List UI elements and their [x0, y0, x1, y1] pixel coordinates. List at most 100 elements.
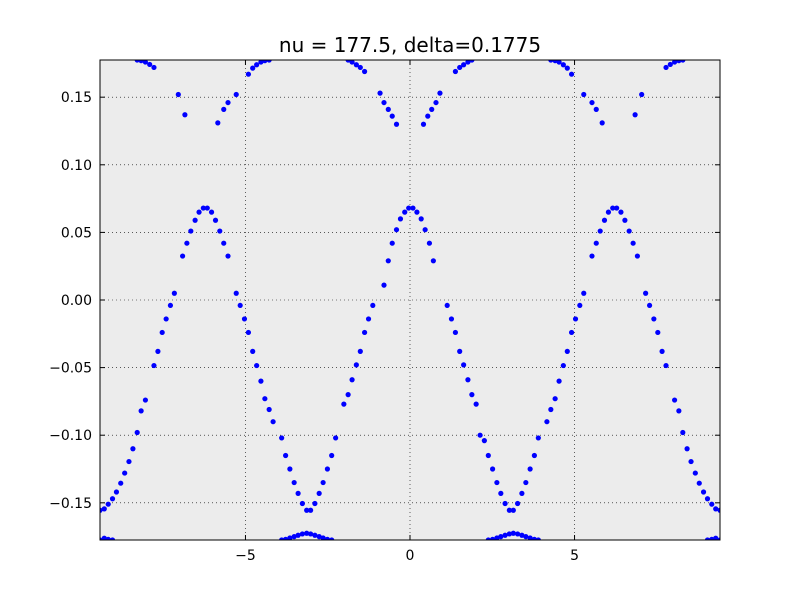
data-point: [506, 531, 512, 537]
data-point: [212, 217, 219, 223]
data-point: [498, 534, 504, 540]
data-point: [105, 536, 111, 540]
data-point: [353, 362, 359, 368]
data-point: [105, 501, 111, 507]
data-point: [385, 258, 391, 264]
data-point: [217, 228, 223, 234]
data-point: [646, 302, 653, 309]
data-point: [560, 362, 566, 369]
data-point: [225, 253, 231, 259]
data-point: [655, 329, 661, 336]
data-point: [299, 531, 305, 537]
data-point: [477, 432, 483, 438]
data-point: [535, 435, 541, 441]
data-point: [671, 60, 678, 65]
data-point: [599, 120, 605, 126]
data-point: [308, 507, 314, 513]
data-point: [502, 532, 508, 538]
data-point: [481, 438, 487, 444]
data-point: [457, 64, 463, 71]
data-point: [422, 227, 428, 233]
data-point: [717, 507, 720, 513]
data-point: [155, 348, 161, 354]
data-point: [684, 446, 690, 452]
data-point: [452, 329, 459, 336]
data-point: [527, 466, 533, 472]
data-point: [184, 240, 190, 246]
data-point: [142, 397, 149, 403]
data-point: [515, 531, 521, 537]
data-point: [361, 68, 368, 75]
y-tick-label: 0.15: [61, 90, 92, 106]
data-point: [437, 90, 443, 96]
data-point: [299, 500, 305, 507]
data-point: [498, 490, 504, 496]
data-point: [316, 534, 322, 540]
data-point: [552, 396, 558, 402]
data-point: [109, 537, 116, 540]
data-point: [250, 348, 256, 354]
data-point: [287, 466, 293, 472]
data-point: [502, 500, 508, 507]
data-point: [147, 61, 153, 68]
data-point: [237, 302, 243, 309]
data-point: [175, 91, 181, 98]
data-point: [118, 480, 124, 486]
data-point: [639, 91, 645, 98]
data-point: [420, 121, 427, 127]
data-point: [134, 429, 140, 436]
data-point: [258, 60, 264, 65]
data-point: [245, 71, 252, 77]
data-point: [527, 535, 533, 540]
data-point: [357, 348, 363, 354]
data-point: [295, 490, 301, 496]
data-points: [100, 60, 720, 540]
data-point: [279, 435, 285, 441]
y-tick-label: −0.05: [49, 361, 92, 377]
data-point: [200, 205, 206, 211]
data-point: [192, 217, 198, 223]
data-point: [577, 302, 583, 309]
data-point: [713, 506, 719, 512]
data-point: [204, 205, 210, 211]
data-point: [151, 64, 157, 71]
data-point: [572, 316, 579, 322]
data-point: [345, 392, 351, 398]
data-point: [490, 466, 496, 472]
data-point: [188, 228, 194, 234]
data-point: [320, 535, 326, 540]
y-axis: −0.15 −0.10 −0.05 0.00 0.05 0.10 0.15: [49, 90, 720, 512]
data-point: [709, 536, 715, 540]
y-tick-label: −0.10: [49, 428, 92, 444]
data-point: [465, 60, 471, 65]
x-tick-label: 5: [570, 548, 579, 564]
data-point: [552, 60, 558, 64]
data-point: [426, 240, 433, 246]
data-point: [630, 240, 636, 246]
data-point: [680, 429, 686, 436]
data-point: [215, 120, 221, 126]
data-point: [142, 60, 149, 65]
data-point: [425, 113, 431, 119]
data-point: [429, 106, 435, 112]
data-point: [113, 489, 120, 495]
data-point: [341, 401, 347, 407]
data-point: [316, 490, 322, 496]
data-point: [365, 316, 372, 322]
data-point: [506, 507, 512, 513]
data-point: [233, 290, 239, 296]
data-point: [233, 91, 239, 98]
data-point: [659, 348, 665, 354]
data-point: [676, 60, 682, 64]
data-point: [589, 99, 595, 106]
data-point: [283, 452, 289, 459]
data-point: [465, 377, 471, 383]
data-point: [418, 216, 424, 222]
data-point: [589, 253, 595, 259]
data-point: [406, 205, 412, 211]
data-point: [353, 62, 359, 68]
data-point: [304, 530, 310, 536]
data-point: [688, 458, 694, 465]
data-point: [377, 90, 383, 96]
